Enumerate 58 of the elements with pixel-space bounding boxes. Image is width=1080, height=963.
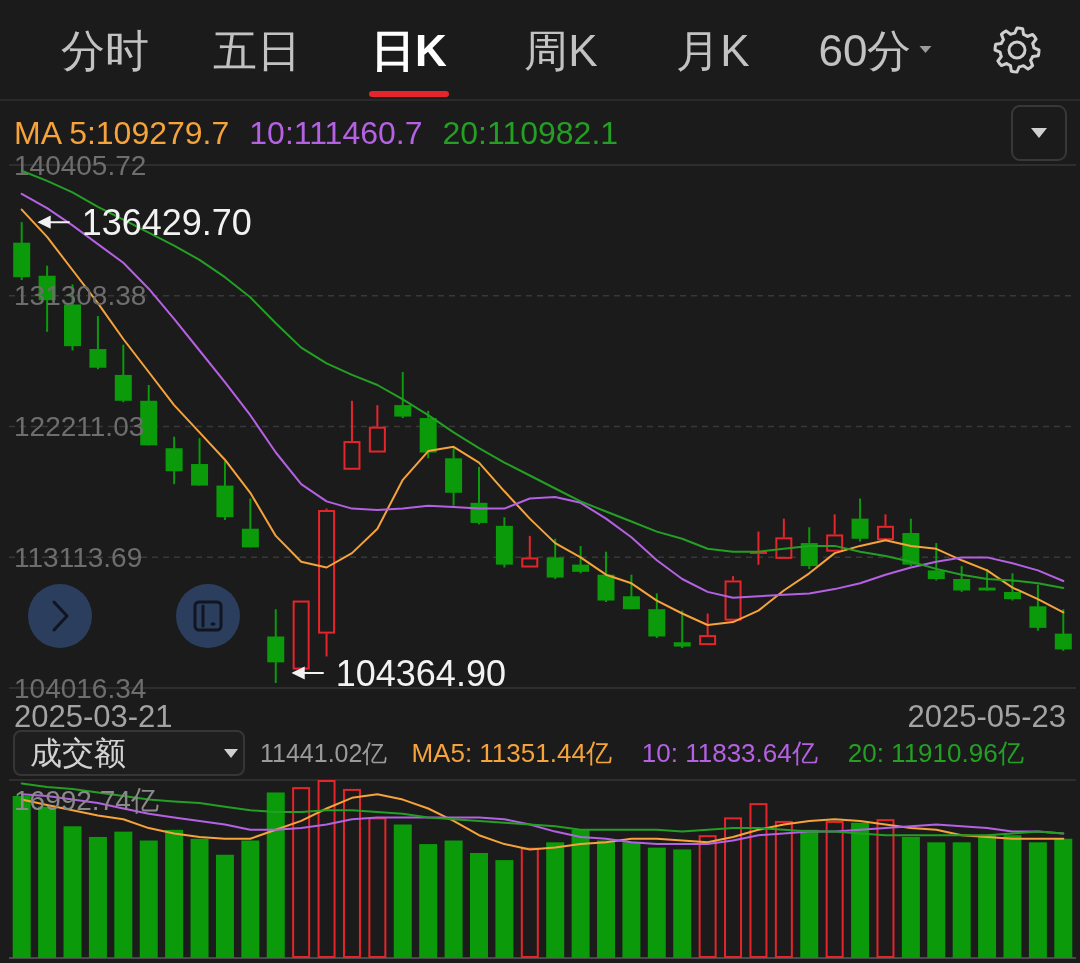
text: 20: 11910.96亿 xyxy=(847,738,1024,768)
text: 10:111460.7 xyxy=(249,115,423,151)
bar xyxy=(520,847,539,958)
bar xyxy=(952,842,971,958)
bar xyxy=(292,787,311,958)
chart-title: 成交额 xyxy=(30,735,126,771)
bar xyxy=(241,840,260,958)
bar xyxy=(927,842,946,958)
bar xyxy=(444,840,463,958)
bar xyxy=(215,854,234,958)
y-tick-label: 140405.72 xyxy=(14,149,147,181)
bar xyxy=(673,849,692,958)
text: 日K xyxy=(371,25,448,75)
text: 2025-05-23 xyxy=(907,698,1066,734)
annotation: 104364.90 xyxy=(335,652,506,694)
bar xyxy=(190,838,209,958)
bar xyxy=(342,788,361,958)
text: 10: 11833.64亿 xyxy=(641,738,818,768)
text: 月K xyxy=(676,25,750,75)
bar xyxy=(825,820,844,958)
bar xyxy=(698,835,717,958)
bar xyxy=(901,836,920,958)
bar xyxy=(139,840,158,958)
bar xyxy=(622,842,641,958)
series-label: MA5: 11351.44亿 xyxy=(411,738,612,768)
bar xyxy=(317,780,336,958)
text: 60分 xyxy=(818,25,912,75)
bar xyxy=(724,817,743,958)
y-tick-label: 113113.69 xyxy=(14,541,143,573)
bar xyxy=(749,803,768,958)
text: 周K xyxy=(524,25,598,75)
bar xyxy=(495,860,514,958)
bar xyxy=(165,829,184,958)
text: 20:110982.1 xyxy=(442,115,619,151)
bar xyxy=(774,820,793,958)
bar xyxy=(393,824,412,958)
bar xyxy=(88,836,107,958)
bar xyxy=(800,829,819,958)
text: 11441.02亿 xyxy=(260,739,388,767)
bar xyxy=(978,835,997,958)
bar xyxy=(114,831,133,958)
bar xyxy=(1003,835,1022,958)
bar xyxy=(851,822,870,958)
bar xyxy=(1028,842,1047,958)
bar xyxy=(266,792,285,958)
bar xyxy=(469,852,488,958)
text: 分时 xyxy=(61,25,149,75)
text: 五日 xyxy=(213,25,301,75)
bar xyxy=(876,819,895,958)
bar xyxy=(647,847,666,958)
bar xyxy=(597,840,616,958)
bar xyxy=(368,817,387,958)
bar xyxy=(63,826,82,958)
bar xyxy=(546,842,565,958)
bar xyxy=(571,829,590,958)
bar xyxy=(1054,838,1073,958)
series-label: MA 5:109279.7 xyxy=(14,115,230,151)
bar xyxy=(419,844,438,958)
